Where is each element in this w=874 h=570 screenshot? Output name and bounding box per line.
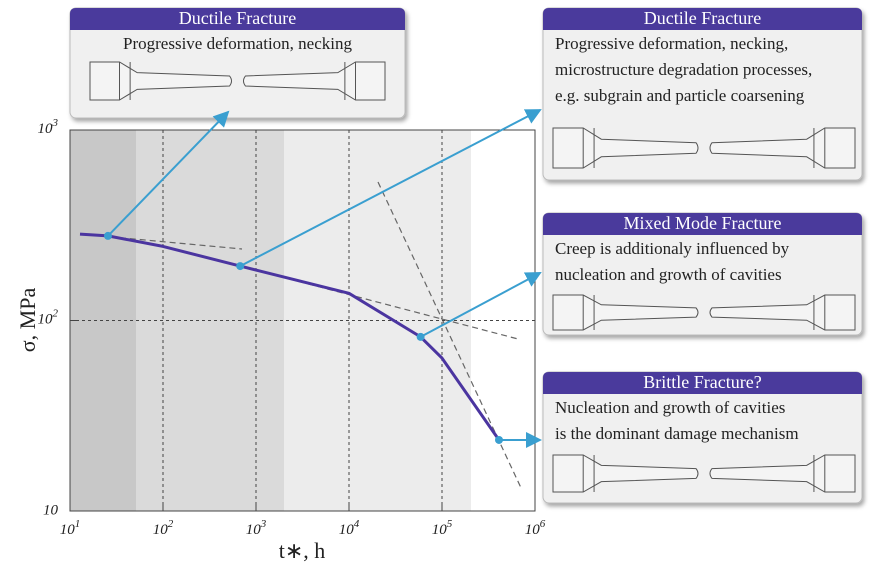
box-text: nucleation and growth of cavities [555, 265, 782, 284]
tick-base: 10 [246, 522, 262, 538]
point [416, 332, 425, 341]
box-text: microstructure degradation processes, [555, 60, 812, 79]
y-axis-label: σ, MPa [15, 288, 40, 353]
specimen [552, 294, 699, 331]
box-text: Nucleation and growth of cavities [555, 398, 785, 417]
specimen [709, 294, 856, 331]
x-tick-label: 101 [60, 518, 81, 539]
specimen [243, 61, 386, 101]
specimen [552, 127, 699, 169]
box-text: Progressive deformation, necking, [555, 34, 788, 53]
point [236, 262, 245, 271]
tick-base: 10 [432, 522, 448, 538]
annotation-box: Ductile Fracture Progressive deformation,… [69, 7, 406, 119]
x-axis-label: t∗, h [279, 538, 326, 563]
box-title: Ductile Fracture [179, 8, 296, 28]
curve [79, 232, 501, 441]
arrow [420, 272, 542, 338]
annotation-box: Ductile Fracture Progressive deformation,… [542, 7, 863, 181]
tick-exponent: 4 [354, 518, 360, 530]
box-header [543, 8, 862, 30]
tick-base: 10 [38, 121, 54, 137]
box-header [543, 372, 862, 394]
tick-exponent: 3 [52, 117, 59, 129]
specimen [709, 127, 856, 169]
tick-base: 10 [153, 522, 169, 538]
tick-base: 10 [60, 522, 76, 538]
tick-exponent: 6 [540, 518, 546, 530]
arrow [107, 110, 230, 237]
specimen [89, 61, 232, 101]
box-title: Brittle Fracture? [643, 372, 761, 392]
box-text: is the dominant damage mechanism [555, 424, 799, 443]
x-tick-label: 103 [246, 518, 267, 539]
x-tick-label: 102 [153, 518, 174, 539]
tick-base: 10 [525, 522, 541, 538]
tick-base: 10 [38, 312, 54, 328]
y-tick-label: 10 [43, 502, 59, 518]
arrow [239, 109, 542, 267]
specimen [552, 454, 699, 493]
annotation-box: Brittle Fracture? Nucleation and growth o… [542, 371, 863, 504]
tick-exponent: 1 [75, 518, 81, 530]
box-header [70, 8, 405, 30]
x-tick-label: 106 [525, 518, 546, 539]
y-tick-label: 103 [38, 117, 59, 138]
point [103, 231, 112, 240]
y-tick-label: 102 [38, 307, 59, 328]
box-title: Ductile Fracture [644, 8, 761, 28]
box-header [543, 213, 862, 235]
point [494, 435, 503, 444]
box-text: e.g. subgrain and particle coarsening [555, 86, 805, 105]
regions [69, 129, 536, 512]
tick-exponent: 3 [260, 518, 267, 530]
annotation-box: Mixed Mode Fracture Creep is additionaly … [542, 212, 863, 336]
x-tick-label: 105 [432, 518, 453, 539]
tick-exponent: 5 [447, 518, 453, 530]
tick-base: 10 [339, 522, 355, 538]
box-text: Creep is additionaly influenced by [555, 239, 790, 258]
tick-exponent: 2 [53, 307, 59, 319]
box-text: Progressive deformation, necking [123, 34, 352, 53]
specimen [709, 454, 856, 493]
box-title: Mixed Mode Fracture [624, 213, 782, 233]
tick-exponent: 2 [168, 518, 174, 530]
x-tick-label: 104 [339, 518, 360, 539]
